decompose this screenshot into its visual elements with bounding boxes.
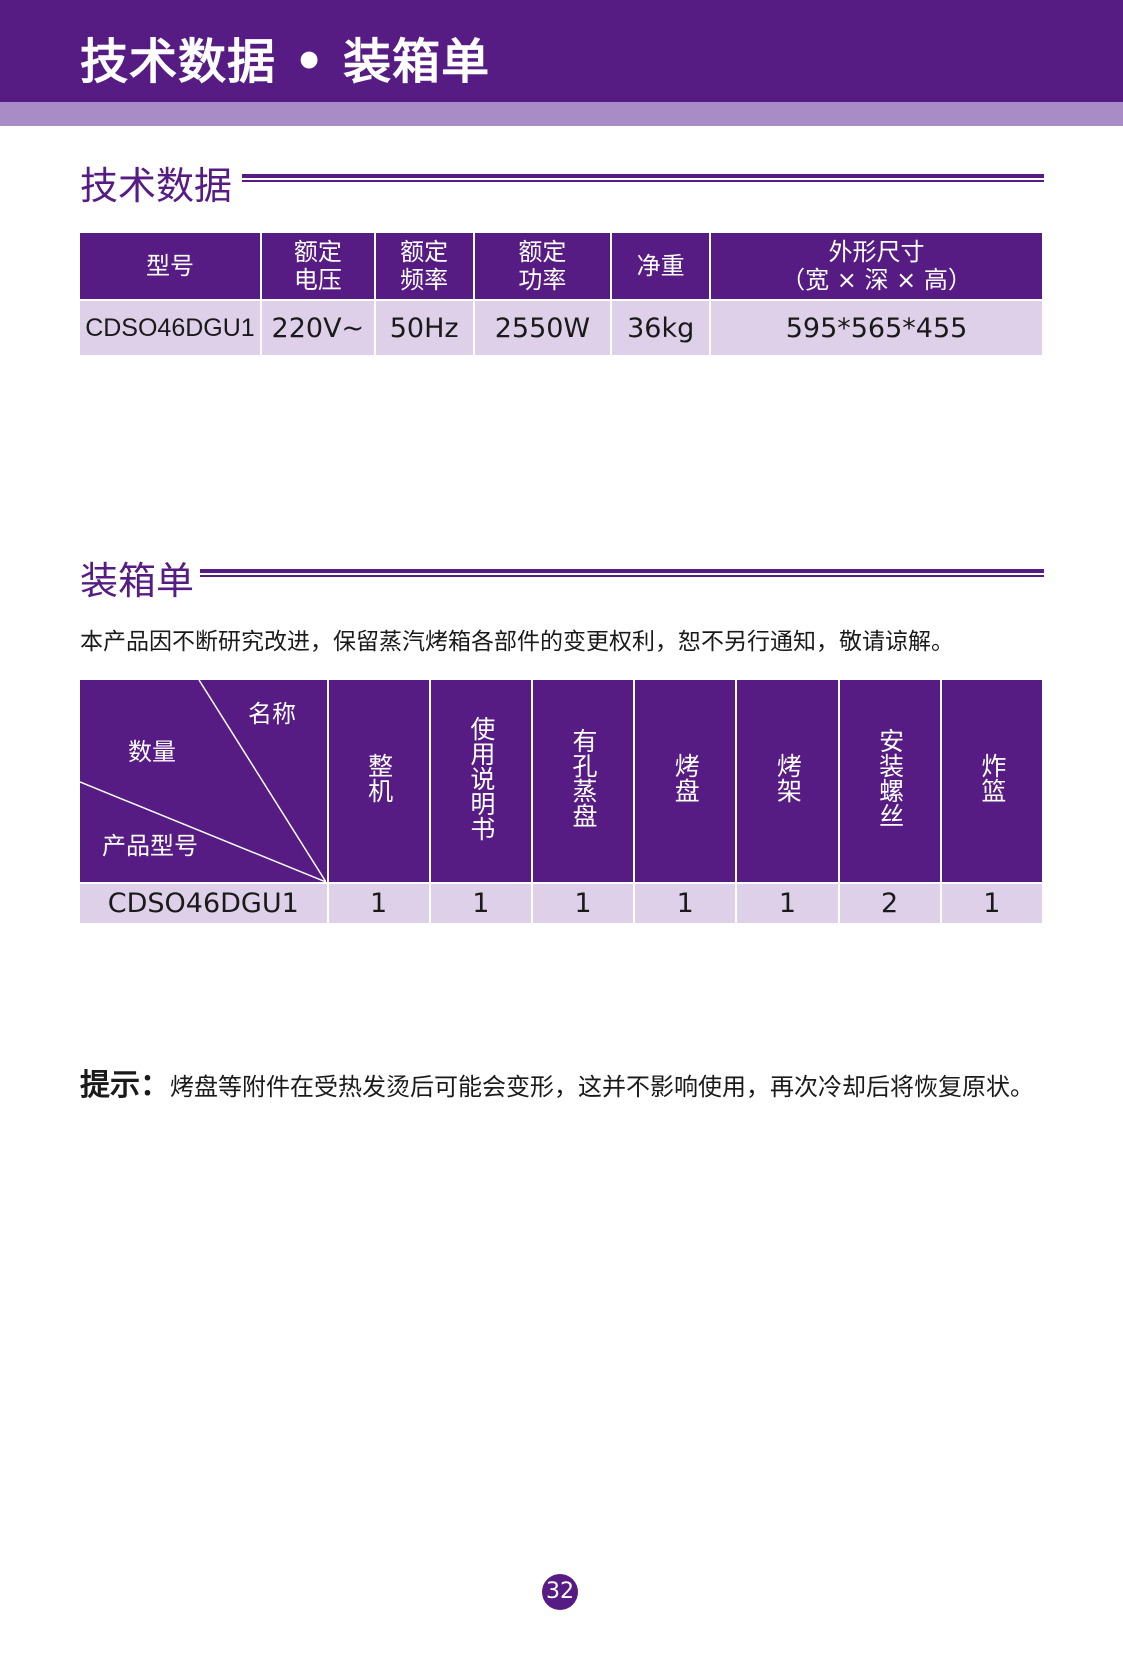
header-band: [0, 0, 1123, 102]
spec-cell-weight: 36kg: [612, 299, 710, 355]
packing-cell-quantity: 1: [328, 882, 429, 923]
packing-cell-quantity: 1: [635, 882, 736, 923]
tip-label: 提示：: [80, 1068, 170, 1103]
packing-col-item: 烤架: [737, 680, 838, 882]
spec-col-weight: 净重: [612, 233, 710, 299]
packing-col-item: 安装螺丝: [839, 680, 940, 882]
packing-cell-quantity: 1: [941, 882, 1042, 923]
packing-notice: 本产品因不断研究改进，保留蒸汽烤箱各部件的变更权利，恕不另行通知，敬请谅解。: [80, 629, 954, 655]
spec-cell-model: CDSO46DGU1: [80, 299, 260, 355]
packing-section-title: 装箱单: [80, 559, 195, 603]
spec-data-row: CDSO46DGU1 220V~ 50Hz 2550W 36kg 595*565…: [80, 299, 1042, 355]
header-stripe: [0, 102, 1123, 126]
packing-header-row: 名称 数量 产品型号 整机 使用说明书 有孔蒸盘 烤盘 烤架 安装螺丝 炸篮: [80, 680, 1042, 882]
packing-col-item: 有孔蒸盘: [532, 680, 634, 882]
packing-corner-cell: 名称 数量 产品型号: [80, 680, 327, 882]
corner-diagonal-lines: [80, 680, 326, 882]
packing-table: 名称 数量 产品型号 整机 使用说明书 有孔蒸盘 烤盘 烤架 安装螺丝 炸篮 C…: [78, 680, 1044, 923]
spec-col-dimensions: 外形尺寸 （宽 × 深 × 高）: [711, 233, 1042, 299]
page-title: 技术数据 • 装箱单: [80, 34, 491, 90]
tip-text: 烤盘等附件在受热发烫后可能会变形，这并不影响使用，再次冷却后将恢复原状。: [170, 1073, 1034, 1101]
spec-col-model: 型号: [80, 233, 260, 299]
spec-header-row: 型号 额定 电压 额定 频率 额定 功率 净重 外形尺寸 （宽 × 深 × 高）: [80, 233, 1042, 299]
spec-section-rule: [242, 174, 1044, 182]
spec-section-title: 技术数据: [80, 164, 233, 208]
packing-col-item: 使用说明书: [430, 680, 531, 882]
packing-cell-quantity: 1: [532, 882, 634, 923]
spec-cell-power: 2550W: [474, 299, 611, 355]
packing-cell-quantity: 1: [737, 882, 838, 923]
tip-paragraph: 提示：烤盘等附件在受热发烫后可能会变形，这并不影响使用，再次冷却后将恢复原状。: [80, 1060, 1034, 1104]
spec-cell-dimensions: 595*565*455: [711, 299, 1042, 355]
packing-col-item: 炸篮: [941, 680, 1042, 882]
packing-cell-model: CDSO46DGU1: [80, 882, 327, 923]
packing-cell-quantity: 2: [839, 882, 940, 923]
corner-label-name: 名称: [248, 700, 296, 728]
spec-cell-voltage: 220V~: [261, 299, 374, 355]
corner-label-quantity: 数量: [128, 738, 176, 766]
packing-cell-quantity: 1: [430, 882, 531, 923]
spec-col-frequency: 额定 频率: [375, 233, 473, 299]
packing-col-item: 烤盘: [635, 680, 736, 882]
spec-col-power: 额定 功率: [474, 233, 611, 299]
packing-col-item: 整机: [328, 680, 429, 882]
spec-col-voltage: 额定 电压: [261, 233, 374, 299]
page-number-badge: 32: [542, 1574, 578, 1610]
packing-data-row: CDSO46DGU1 1 1 1 1 1 2 1: [80, 882, 1042, 923]
spec-cell-frequency: 50Hz: [375, 299, 473, 355]
packing-section-rule: [200, 569, 1044, 577]
corner-label-model: 产品型号: [102, 832, 198, 860]
spec-table: 型号 额定 电压 额定 频率 额定 功率 净重 外形尺寸 （宽 × 深 × 高） CDS…: [78, 233, 1044, 355]
